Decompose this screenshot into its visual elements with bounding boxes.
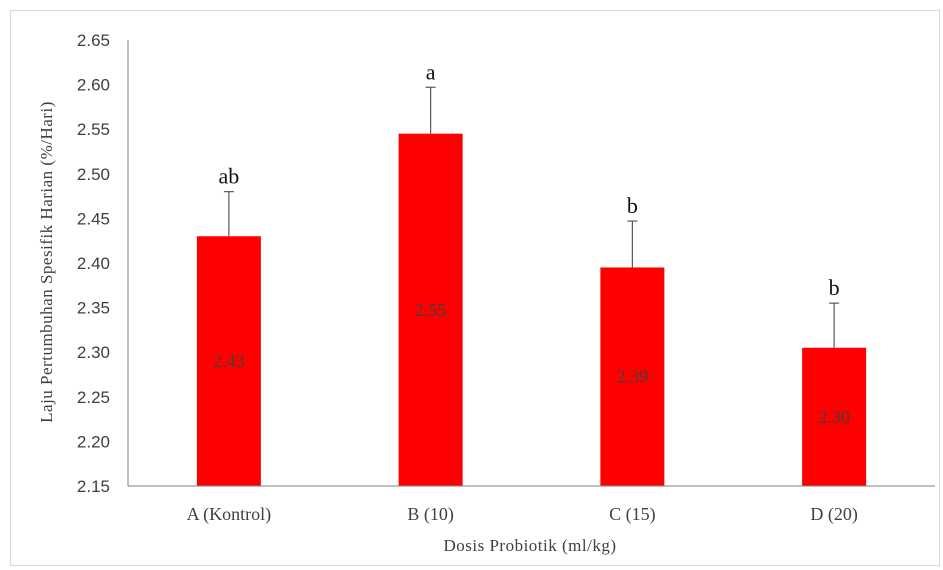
data-label: 2.39 [617,367,649,387]
y-tick-label: 2.25 [77,388,110,407]
x-tick-label: A (Kontrol) [187,504,272,525]
category-labels: A (Kontrol) B (10) C (15) D (20) [187,504,858,525]
y-tick-label: 2.45 [77,209,110,228]
y-axis-title: Laju Pertumbuhan Spesifik Harian (%/Hari… [37,101,56,423]
chart-frame [10,10,940,566]
x-tick-label: D (20) [810,504,858,525]
x-tick-label: C (15) [609,504,656,525]
error-bars [223,86,840,348]
y-axis-ticks: 2.15 2.20 2.25 2.30 2.35 2.40 2.45 2.50 2.55 2.60… [77,31,110,496]
x-axis-title: Dosis Probiotik (ml/kg) [443,536,616,555]
y-tick-label: 2.15 [77,477,110,496]
significance-label: ab [218,164,239,189]
data-label: 2.43 [213,351,245,371]
y-tick-label: 2.50 [77,165,110,184]
data-label: 2.55 [415,300,447,320]
y-tick-label: 2.55 [77,120,110,139]
x-tick-label: B (10) [407,504,454,525]
y-tick-label: 2.20 [77,432,110,451]
bar [398,133,463,486]
bar [802,347,867,486]
significance-label: a [426,59,436,84]
y-tick-label: 2.40 [77,254,110,273]
y-tick-label: 2.30 [77,343,110,362]
bar [600,267,665,486]
bar [196,236,261,486]
data-label: 2.30 [818,407,850,427]
y-tick-label: 2.60 [77,76,110,95]
bars [196,133,867,486]
y-tick-label: 2.65 [77,31,110,50]
significance-label: b [627,193,638,218]
data-labels: ab 2.43 a 2.55 b 2.39 b 2.30 [213,59,850,427]
axes [127,40,935,487]
significance-label: b [829,275,840,300]
y-tick-label: 2.35 [77,299,110,318]
